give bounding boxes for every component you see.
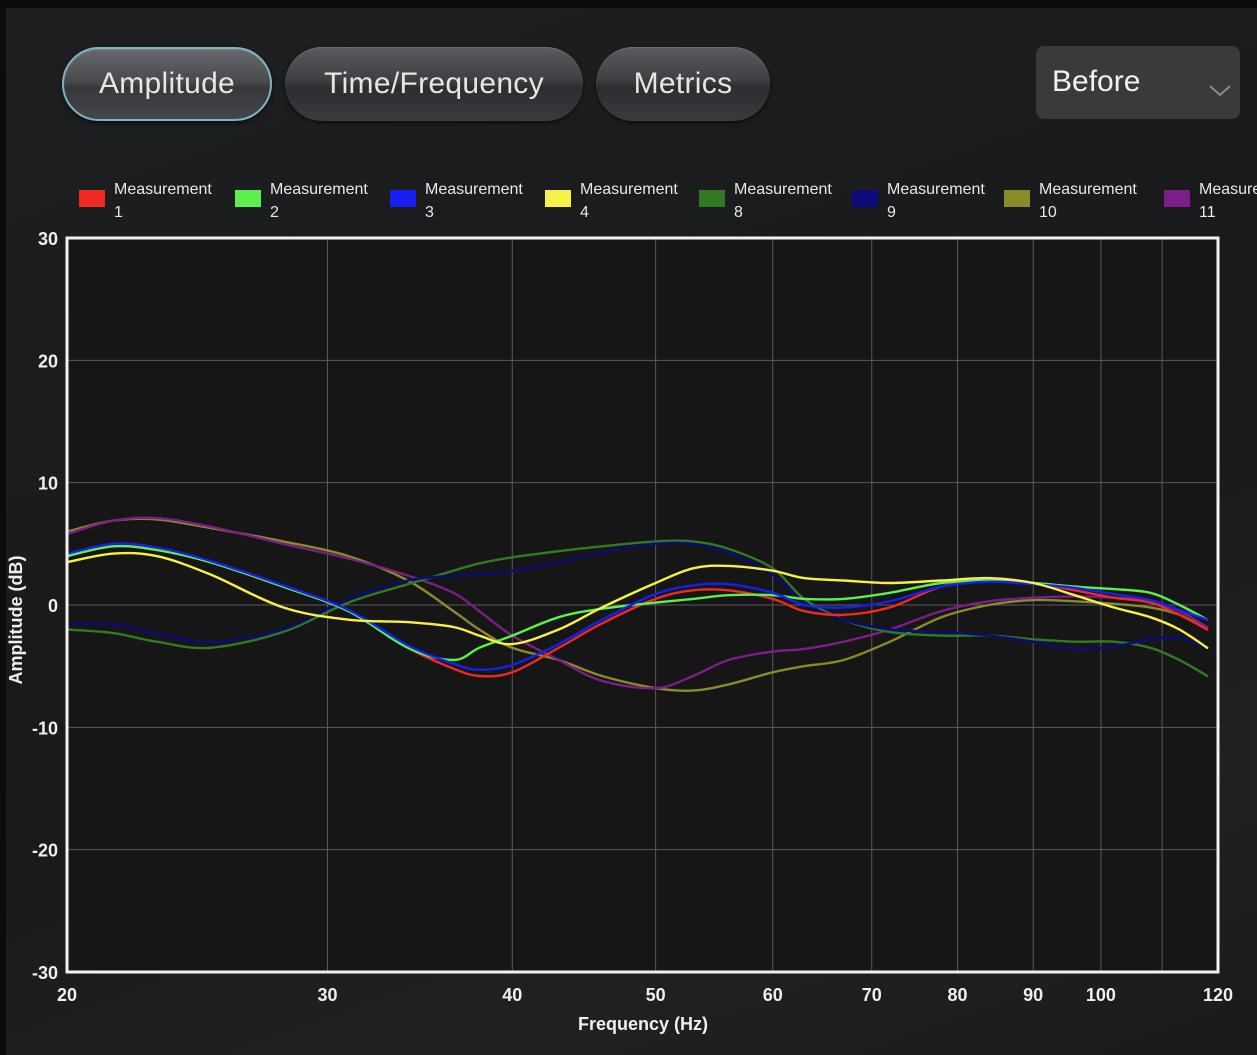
legend-label: Measurement 2 bbox=[270, 181, 368, 221]
y-tick-label: -10 bbox=[32, 718, 58, 738]
legend-swatch bbox=[390, 190, 416, 207]
plot-border bbox=[65, 236, 1220, 974]
chart-legend: Measurement 1 Measurement 2 Measurement 3 Meas… bbox=[0, 170, 1257, 230]
window-frame-top bbox=[0, 0, 1257, 8]
x-axis-label: Frequency (Hz) bbox=[578, 1014, 708, 1034]
x-tick-label: 40 bbox=[502, 985, 522, 1005]
x-tick-label: 80 bbox=[948, 985, 968, 1005]
x-tick-label: 100 bbox=[1086, 985, 1116, 1005]
y-axis-label: Amplitude (dB) bbox=[6, 556, 26, 685]
legend-swatch bbox=[545, 190, 571, 207]
legend-label: Measurement 8 bbox=[734, 181, 832, 221]
series-line-measurement-10 bbox=[65, 517, 1209, 693]
legend-label: Measurement 1 bbox=[114, 181, 212, 221]
series-line-measurement-9 bbox=[65, 541, 1209, 651]
legend-swatch bbox=[699, 190, 725, 207]
tab-amplitude[interactable]: Amplitude bbox=[62, 47, 272, 121]
series-line-measurement-8 bbox=[65, 539, 1209, 678]
series-line-measurement-4 bbox=[65, 551, 1209, 649]
legend-swatch bbox=[1164, 190, 1190, 207]
series-line-measurement-11 bbox=[65, 516, 1209, 690]
legend-swatch bbox=[1004, 190, 1030, 207]
y-tick-label: 30 bbox=[38, 229, 58, 249]
y-tick-label: 10 bbox=[38, 474, 58, 494]
legend-label: Measurement 3 bbox=[425, 181, 523, 221]
chevron-down-icon bbox=[1208, 72, 1232, 106]
x-tick-label: 90 bbox=[1023, 985, 1043, 1005]
window-frame-left bbox=[0, 0, 6, 1055]
legend-label: Measurement 9 bbox=[887, 181, 985, 221]
tab-time-frequency[interactable]: Time/Frequency bbox=[285, 47, 583, 121]
y-tick-label: 0 bbox=[48, 596, 58, 616]
x-tick-label: 60 bbox=[763, 985, 783, 1005]
y-tick-label: -20 bbox=[32, 841, 58, 861]
dataset-select-value: Before bbox=[1052, 65, 1141, 98]
y-tick-label: 20 bbox=[38, 351, 58, 371]
x-tick-label: 120 bbox=[1203, 985, 1233, 1005]
x-tick-label: 50 bbox=[646, 985, 666, 1005]
legend-swatch bbox=[852, 190, 878, 207]
x-tick-label: 20 bbox=[57, 985, 77, 1005]
legend-label: Measurement 4 bbox=[580, 181, 678, 221]
dataset-select[interactable]: Before bbox=[1036, 46, 1240, 119]
legend-label: Measurement 10 bbox=[1039, 181, 1137, 221]
legend-swatch bbox=[79, 190, 105, 207]
series-line-measurement-3 bbox=[65, 542, 1209, 672]
x-tick-label: 30 bbox=[317, 985, 337, 1005]
legend-swatch bbox=[235, 190, 261, 207]
y-tick-label: -30 bbox=[32, 963, 58, 983]
tab-metrics[interactable]: Metrics bbox=[596, 47, 770, 121]
x-tick-label: 70 bbox=[862, 985, 882, 1005]
legend-label: Measurement11 bbox=[1199, 181, 1257, 221]
